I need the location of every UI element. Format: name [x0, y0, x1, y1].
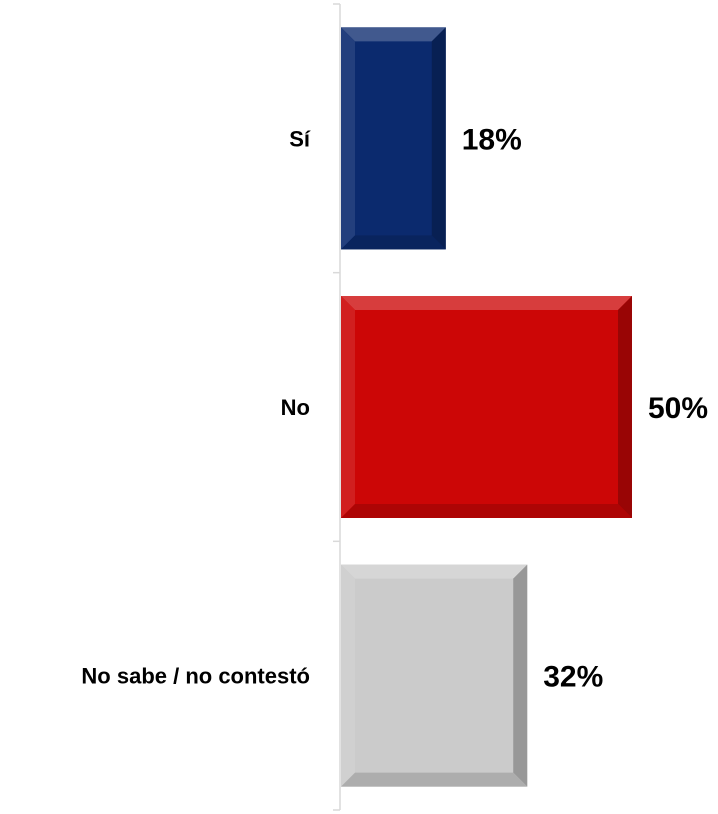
bar-bevel-left	[341, 564, 355, 787]
bar-bevel-bottom	[341, 772, 528, 787]
bar-bevel-top	[341, 564, 528, 579]
bar-bevel-bottom	[341, 235, 446, 250]
category-axis	[333, 3, 341, 811]
bar-1	[341, 27, 446, 250]
bar-bevel-bottom	[341, 504, 632, 518]
bar-bevel-right	[513, 564, 528, 787]
bar-body	[341, 296, 632, 518]
bar-body	[341, 27, 446, 250]
value-label: 32%	[543, 661, 603, 694]
bar-bevel-top	[341, 296, 632, 310]
bar-3	[341, 564, 528, 787]
bar-bevel-left	[341, 27, 355, 250]
bar-body	[341, 564, 528, 787]
bar-bevel-right	[431, 27, 446, 250]
category-label: No sabe / no contestó	[81, 664, 310, 689]
value-label: 18%	[462, 123, 522, 156]
bar-bevel-left	[341, 296, 355, 518]
bars	[341, 27, 632, 787]
category-label: Sí	[289, 126, 311, 151]
labels: Sí 18% No 50% No sabe / no contestó 32%	[81, 123, 708, 693]
category-label: No	[281, 395, 310, 420]
bar-bevel-right	[618, 296, 632, 518]
bar-2	[341, 296, 632, 518]
value-label: 50%	[648, 392, 708, 425]
bar-bevel-top	[341, 27, 446, 42]
